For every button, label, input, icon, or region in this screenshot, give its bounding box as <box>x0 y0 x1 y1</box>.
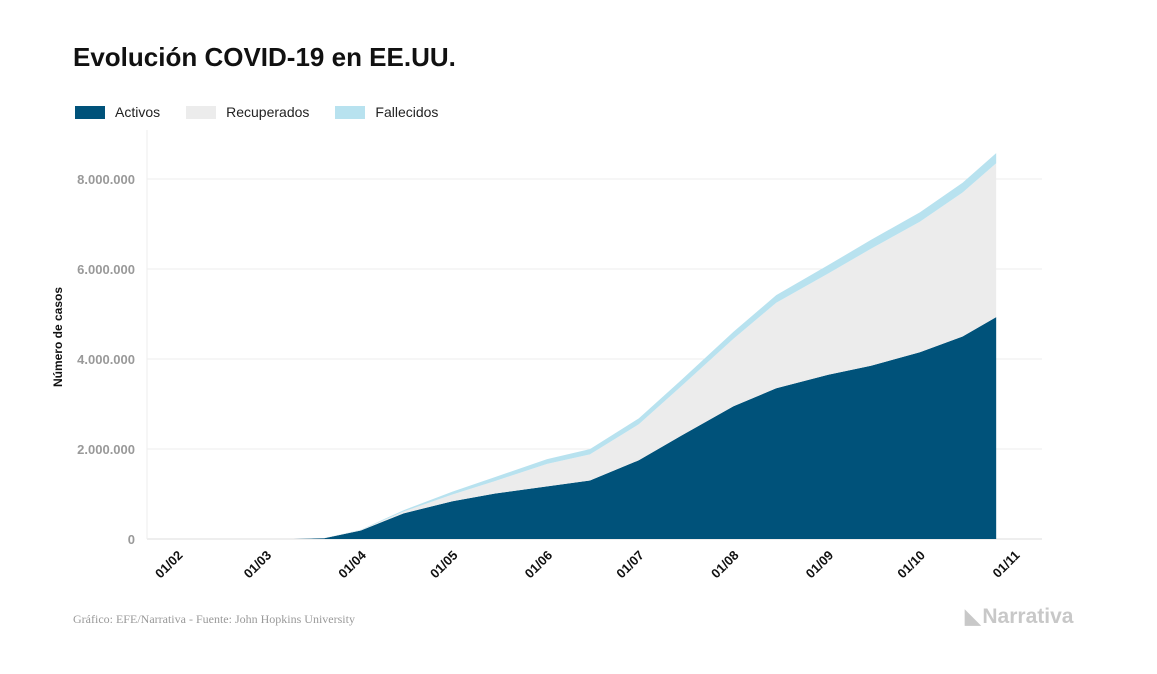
y-tick-label: 4.000.000 <box>77 352 135 367</box>
x-tick-label: 01/09 <box>803 548 837 582</box>
legend-item-recuperados: Recuperados <box>186 104 309 120</box>
y-tick-label: 0 <box>128 532 135 547</box>
legend-swatch <box>186 105 217 119</box>
x-tick-label: 01/08 <box>708 548 742 582</box>
legend-label: Fallecidos <box>375 104 439 120</box>
y-tick-label: 8.000.000 <box>77 172 135 187</box>
legend-label: Recuperados <box>226 104 310 120</box>
legend-item-activos: Activos <box>75 104 160 120</box>
x-tick-label: 01/06 <box>522 548 556 582</box>
x-tick-label: 01/11 <box>990 548 1023 581</box>
logo-mark-icon: ◣ <box>965 606 981 628</box>
x-tick-label: 01/05 <box>427 548 461 582</box>
area-activos <box>147 317 997 539</box>
y-tick-label: 2.000.000 <box>77 442 135 457</box>
legend-swatch <box>75 105 105 119</box>
legend: Activos Recuperados Fallecidos <box>75 104 438 120</box>
source-footer: Gráfico: EFE/Narrativa - Fuente: John Ho… <box>73 612 355 626</box>
legend-item-fallecidos: Fallecidos <box>335 104 438 120</box>
area-recuperados <box>147 163 997 539</box>
x-tick-label: 01/03 <box>241 548 275 582</box>
y-tick-label: 6.000.000 <box>77 262 135 277</box>
legend-label: Activos <box>115 104 161 120</box>
x-tick-label: 01/02 <box>152 548 186 582</box>
legend-swatch <box>335 105 366 119</box>
chart-title: Evolución COVID-19 en EE.UU. <box>73 42 456 72</box>
x-tick-label: 01/04 <box>335 547 369 581</box>
logo-text: Narrativa <box>982 604 1074 628</box>
x-tick-label: 01/07 <box>613 548 647 582</box>
x-tick-label: 01/10 <box>894 548 928 582</box>
narrativa-logo: ◣ Narrativa <box>965 604 1073 629</box>
